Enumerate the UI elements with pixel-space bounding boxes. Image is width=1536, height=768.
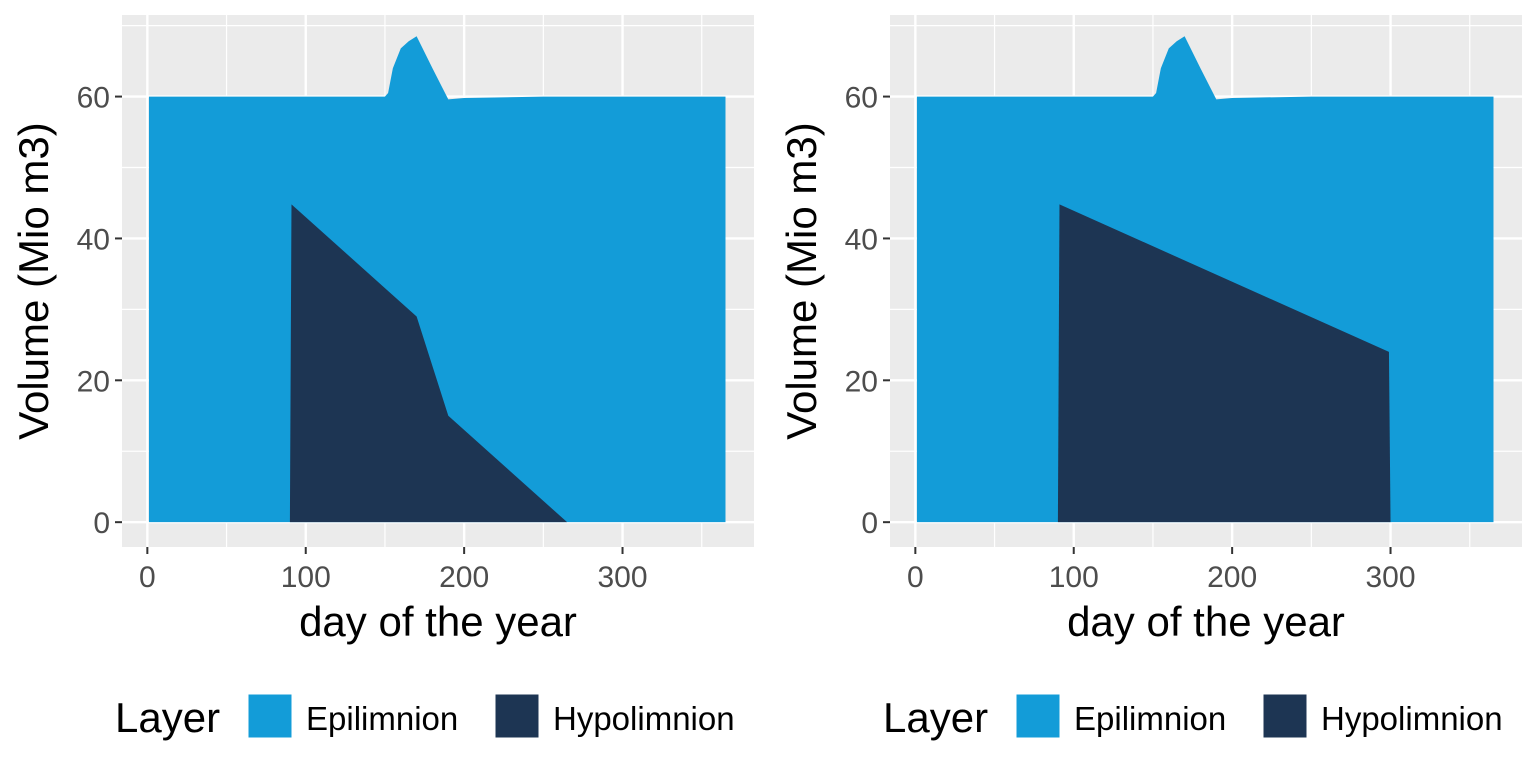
y-tick-label: 40 <box>845 223 878 256</box>
legend-swatch-hypolimnion <box>1262 693 1308 739</box>
x-tick-label: 100 <box>1049 561 1099 594</box>
area-hypolimnion <box>1057 204 1391 523</box>
legend-swatch-epilimnion <box>1015 693 1061 739</box>
y-tick-label: 20 <box>77 365 110 398</box>
area-hypolimnion <box>289 204 568 523</box>
x-tick-label: 0 <box>907 561 924 594</box>
x-tick-label: 300 <box>598 561 648 594</box>
y-axis-title: Volume (Mio m3) <box>778 122 825 439</box>
y-tick-label: 60 <box>77 82 110 115</box>
x-tick-label: 200 <box>439 561 489 594</box>
legend: Layer Epilimnion Hypolimnion <box>883 693 1503 741</box>
x-tick-label: 100 <box>281 561 331 594</box>
y-tick-label: 0 <box>93 507 110 540</box>
legend-title: Layer <box>115 694 220 741</box>
y-tick-label: 0 <box>861 507 878 540</box>
chart-panel-1: 0 100 200 300 0 20 40 60 day of the year Volume (… <box>10 15 754 741</box>
legend-swatch-hypolimnion <box>494 693 540 739</box>
legend: Layer Epilimnion Hypolimnion <box>115 693 735 741</box>
legend-label-hypolimnion: Hypolimnion <box>553 700 735 737</box>
legend-label-hypolimnion: Hypolimnion <box>1321 700 1503 737</box>
y-axis-title: Volume (Mio m3) <box>10 122 57 439</box>
legend-title: Layer <box>883 694 988 741</box>
legend-label-epilimnion: Epilimnion <box>1074 700 1226 737</box>
x-axis-title: day of the year <box>299 598 577 645</box>
y-tick-label: 40 <box>77 223 110 256</box>
y-tick-label: 60 <box>845 82 878 115</box>
legend-swatch-epilimnion <box>247 693 293 739</box>
y-tick-label: 20 <box>845 365 878 398</box>
x-tick-label: 0 <box>139 561 156 594</box>
x-axis-title: day of the year <box>1067 598 1345 645</box>
chart-panel-2: 0 100 200 300 0 20 40 60 day of the year Volume (… <box>778 15 1522 741</box>
x-tick-label: 200 <box>1207 561 1257 594</box>
x-tick-label: 300 <box>1366 561 1416 594</box>
legend-label-epilimnion: Epilimnion <box>306 700 458 737</box>
